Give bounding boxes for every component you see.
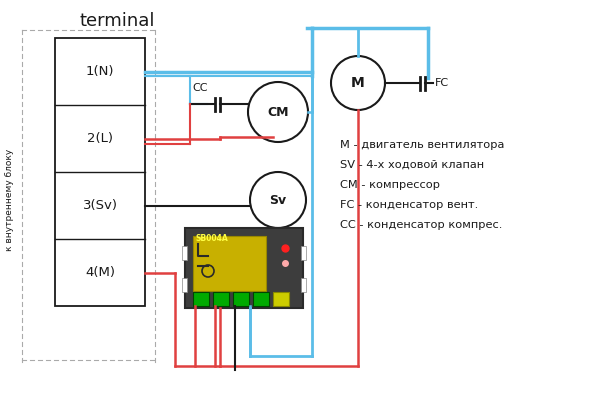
Bar [182, 246, 187, 260]
Bar [185, 228, 303, 308]
Text: SV - 4-х ходовой клапан: SV - 4-х ходовой клапан [340, 160, 484, 170]
Text: CM: CM [267, 106, 288, 119]
Text: 3(Sv): 3(Sv) [82, 199, 118, 212]
Bar [55, 38, 145, 306]
Text: M: M [351, 76, 365, 90]
Bar [301, 278, 306, 292]
Bar [193, 292, 209, 306]
Text: к внутреннему блоку: к внутреннему блоку [5, 149, 15, 251]
Text: CC: CC [192, 83, 208, 93]
Bar [273, 292, 289, 306]
Text: terminal: terminal [80, 12, 156, 30]
Bar [233, 292, 249, 306]
Bar [213, 292, 229, 306]
Text: FC: FC [435, 78, 449, 88]
Text: 4(M): 4(M) [85, 266, 115, 279]
Text: SB004A: SB004A [195, 234, 228, 243]
Bar [253, 292, 269, 306]
Text: М - двигатель вентилятора: М - двигатель вентилятора [340, 140, 504, 150]
Text: СС - конденсатор компрес.: СС - конденсатор компрес. [340, 220, 502, 230]
Bar [182, 278, 187, 292]
Bar [301, 246, 306, 260]
Text: 2(L): 2(L) [87, 132, 113, 145]
Text: Sv: Sv [270, 193, 287, 206]
Bar [193, 236, 266, 291]
Text: 1(N): 1(N) [86, 65, 115, 78]
Text: FC - конденсатор вент.: FC - конденсатор вент. [340, 200, 478, 210]
Text: СМ - компрессор: СМ - компрессор [340, 180, 440, 190]
